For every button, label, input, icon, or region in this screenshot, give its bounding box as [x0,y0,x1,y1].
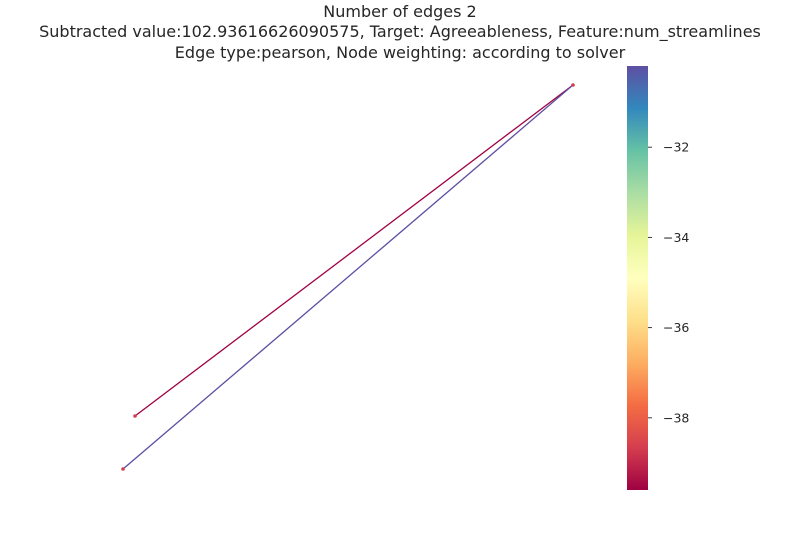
node-leaf-lower [121,467,125,471]
nodes-layer [121,83,575,471]
node-leaf-upper [133,414,137,418]
colorbar-tick-label: −32 [663,140,689,155]
colorbar-strip [627,66,648,490]
node-hub [571,83,575,87]
title-line-3: Edge type:pearson, Node weighting: accor… [175,43,626,62]
colorbar-tick-label: −34 [663,230,689,245]
colorbar-ticks: −32 −34 −36 −38 [648,140,689,425]
title-line-1: Number of edges 2 [323,2,476,21]
colorbar: −32 −34 −36 −38 [627,66,689,490]
chart-title: Number of edges 2 Subtracted value:102.9… [39,2,761,62]
edges-layer [122,84,574,470]
colorbar-tick-label: −38 [663,410,689,425]
colorbar-tick-label: −36 [663,320,689,335]
edge-leaf-upper-hub [134,84,574,417]
title-line-2: Subtracted value:102.93616626090575, Tar… [39,22,761,42]
edge-leaf-lower-hub [122,84,574,470]
